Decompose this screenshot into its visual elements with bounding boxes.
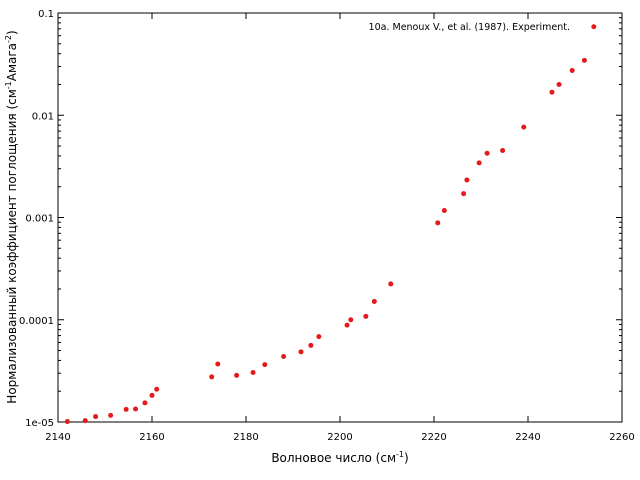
- data-point: [64, 419, 70, 425]
- data-point: [484, 150, 490, 156]
- x-axis-ticks: 2140 2160 2180 2200 2220 2240 2260: [45, 13, 635, 443]
- data-point: [149, 392, 155, 398]
- data-point: [308, 342, 314, 348]
- x-tick-label: 2140: [45, 432, 70, 443]
- legend-label: 10a. Menoux V., et al. (1987). Experimen…: [369, 22, 570, 33]
- data-point: [388, 281, 394, 287]
- data-point: [348, 317, 354, 323]
- y-tick-label: 1e-05: [25, 418, 54, 429]
- x-tick-label: 2240: [515, 432, 540, 443]
- data-point: [500, 148, 506, 154]
- y-tick-label: 0.0001: [19, 316, 54, 327]
- y-axis-title: Нормализованный коэффициент поглощения (…: [4, 30, 19, 403]
- y-tick-label: 0.001: [25, 214, 54, 225]
- data-point: [556, 81, 562, 87]
- data-point: [142, 400, 148, 406]
- data-point: [108, 412, 114, 418]
- data-point: [281, 354, 287, 360]
- data-point: [549, 89, 555, 95]
- data-point: [250, 369, 256, 375]
- data-point: [441, 208, 447, 214]
- data-point: [371, 298, 377, 304]
- series-points: [64, 24, 597, 425]
- data-point: [93, 414, 99, 420]
- data-point: [435, 220, 441, 226]
- y-tick-label: 0.1: [38, 9, 54, 20]
- x-tick-label: 2200: [327, 432, 352, 443]
- x-tick-label: 2220: [421, 432, 446, 443]
- plot-frame: [57, 12, 623, 423]
- data-point: [461, 191, 467, 197]
- data-point: [234, 372, 240, 378]
- data-point: [209, 374, 215, 380]
- data-point: [464, 177, 470, 183]
- data-point: [262, 362, 268, 368]
- data-point: [344, 322, 350, 328]
- data-point: [154, 386, 160, 392]
- data-point: [133, 406, 139, 412]
- data-point: [123, 406, 129, 412]
- x-tick-label: 2180: [233, 432, 258, 443]
- data-point: [476, 160, 482, 166]
- x-axis-title: Волновое число (см-1): [271, 450, 408, 465]
- y-axis-ticks: 1e-05 0.0001 0.001 0.01 0.1: [19, 9, 622, 429]
- y-tick-label: 0.01: [32, 111, 54, 122]
- data-point: [569, 67, 575, 73]
- data-point: [521, 124, 527, 130]
- data-point: [82, 418, 88, 424]
- data-point: [316, 334, 322, 340]
- data-point: [298, 349, 304, 355]
- x-tick-label: 2160: [139, 432, 164, 443]
- x-tick-label: 2260: [609, 432, 634, 443]
- data-point: [581, 57, 587, 63]
- data-point: [363, 313, 369, 319]
- data-point: [591, 24, 597, 30]
- data-point: [215, 361, 221, 367]
